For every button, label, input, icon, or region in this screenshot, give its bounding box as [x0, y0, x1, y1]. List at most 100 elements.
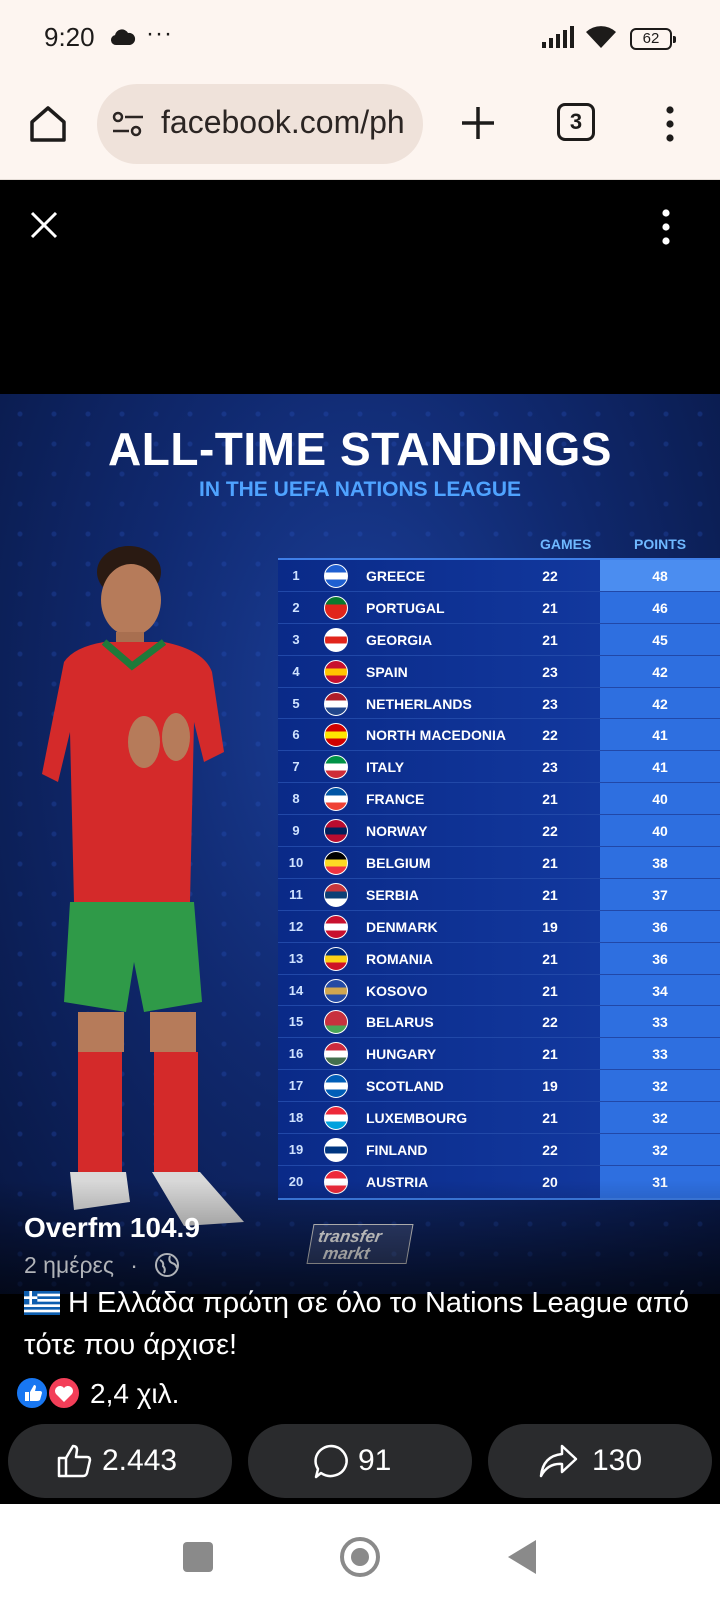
games-value: 21 — [542, 631, 558, 648]
signal-icon — [542, 26, 574, 48]
country-flag-icon — [324, 851, 348, 876]
more-vert-icon[interactable] — [656, 207, 676, 247]
country-flag-icon — [324, 1106, 348, 1131]
games-value: 19 — [542, 1078, 558, 1095]
country-flag-icon — [324, 978, 348, 1003]
reactions-icons[interactable] — [14, 1375, 86, 1411]
status-bar: 9:20 ··· 62 — [0, 0, 720, 76]
country-name: SPAIN — [366, 663, 408, 680]
row-points-bg — [600, 815, 720, 847]
rank: 10 — [288, 855, 304, 871]
reaction-count[interactable]: 2,4 χιλ. — [90, 1378, 180, 1409]
rank: 7 — [292, 759, 300, 775]
country-name: PORTUGAL — [366, 599, 445, 616]
country-flag-icon — [324, 882, 348, 907]
comment-button[interactable]: 91 — [248, 1424, 472, 1498]
system-nav-bar — [0, 1504, 720, 1600]
points-value: 32 — [652, 1110, 668, 1127]
country-flag-icon — [324, 819, 348, 844]
row-points-bg — [600, 1038, 720, 1070]
points-value: 32 — [652, 1078, 668, 1095]
comment-icon — [314, 1444, 348, 1479]
share-button[interactable]: 130 — [488, 1424, 712, 1498]
table-row: 19 FINLAND 22 32 — [278, 1134, 720, 1166]
media-viewer-header — [0, 181, 720, 394]
country-name: HUNGARY — [366, 1046, 437, 1063]
url-text: facebook.com/ph — [161, 104, 405, 140]
row-points-bg — [600, 1070, 720, 1102]
close-icon[interactable] — [24, 205, 64, 245]
points-value: 38 — [652, 855, 668, 872]
points-value: 48 — [652, 568, 668, 584]
home-button[interactable] — [340, 1537, 380, 1577]
rank: 2 — [292, 599, 300, 615]
points-value: 36 — [652, 918, 668, 935]
row-points-bg — [600, 751, 720, 783]
like-button[interactable]: 2.443 — [8, 1424, 232, 1498]
more-vert-icon[interactable] — [660, 104, 680, 144]
status-time: 9:20 — [44, 22, 95, 52]
caption-text: Η Ελλάδα πρώτη σε όλο το Nations League … — [24, 1287, 690, 1361]
table-row: 13 ROMANIA 21 36 — [278, 942, 720, 975]
rank: 14 — [288, 982, 304, 998]
row-points-bg — [600, 687, 720, 719]
games-value: 22 — [542, 1014, 558, 1031]
plus-icon[interactable] — [458, 103, 498, 143]
country-flag-icon — [324, 659, 348, 684]
points-value: 33 — [652, 1046, 668, 1063]
country-name: KOSOVO — [366, 982, 428, 999]
rank: 11 — [289, 886, 303, 902]
country-name: GEORGIA — [366, 631, 433, 648]
browser-toolbar: facebook.com/ph 3 — [0, 76, 720, 180]
country-name: NETHERLANDS — [366, 695, 472, 712]
games-value: 22 — [542, 568, 558, 584]
points-value: 41 — [652, 759, 668, 776]
points-value: 40 — [652, 823, 668, 840]
rank: 15 — [288, 1014, 304, 1030]
back-button[interactable] — [508, 1540, 536, 1574]
country-name: ROMANIA — [366, 950, 433, 967]
table-row: 7 ITALY 23 41 — [278, 751, 720, 784]
country-name: NORTH MACEDONIA — [366, 727, 506, 744]
table-row: 17 SCOTLAND 19 32 — [278, 1070, 720, 1103]
country-flag-icon — [324, 564, 348, 588]
table-row: 10 BELGIUM 21 38 — [278, 847, 720, 879]
table-row: 3 GEORGIA 21 45 — [278, 623, 720, 656]
post-author[interactable]: Overfm 104.9 — [24, 1212, 200, 1243]
site-settings-icon[interactable] — [111, 110, 145, 138]
points-value: 37 — [652, 886, 668, 903]
games-value: 19 — [542, 918, 558, 935]
rank: 1 — [292, 568, 300, 583]
address-bar[interactable]: facebook.com/ph — [97, 84, 423, 164]
rank: 4 — [292, 663, 300, 679]
country-name: BELGIUM — [366, 855, 431, 872]
comment-count: 91 — [358, 1444, 392, 1477]
battery-icon: 62 — [630, 28, 676, 50]
globe-icon — [155, 1253, 179, 1277]
home-icon[interactable] — [26, 102, 70, 146]
row-points-bg — [600, 591, 720, 623]
games-column-header: GAMES — [540, 536, 592, 552]
row-points-bg — [600, 1006, 720, 1038]
games-value: 22 — [542, 1142, 558, 1159]
post-time[interactable]: 2 ημέρες — [24, 1252, 114, 1278]
rank: 16 — [288, 1046, 304, 1062]
row-points-bg — [600, 974, 720, 1006]
country-flag-icon — [324, 691, 348, 716]
post-overlay — [0, 1180, 720, 1294]
games-value: 21 — [542, 982, 558, 999]
games-value: 23 — [542, 695, 558, 712]
table-row: 14 KOSOVO 21 34 — [278, 974, 720, 1007]
country-name: ITALY — [366, 759, 405, 776]
wifi-icon — [586, 26, 616, 48]
country-flag-icon — [324, 1042, 348, 1067]
country-flag-icon — [324, 1138, 348, 1163]
table-row: 9 NORWAY 22 40 — [278, 815, 720, 848]
greece-flag-icon — [24, 1291, 60, 1315]
tab-switcher-button[interactable]: 3 — [557, 103, 595, 141]
standings-table: 1 GREECE 22 48 2 PORTUGAL 21 46 3 GEORGIA 21 45 4 SPA… — [278, 558, 720, 1200]
points-value: 41 — [652, 727, 668, 744]
country-name: NORWAY — [366, 823, 428, 840]
recent-apps-button[interactable] — [183, 1542, 213, 1572]
thumbs-up-icon — [57, 1444, 92, 1478]
